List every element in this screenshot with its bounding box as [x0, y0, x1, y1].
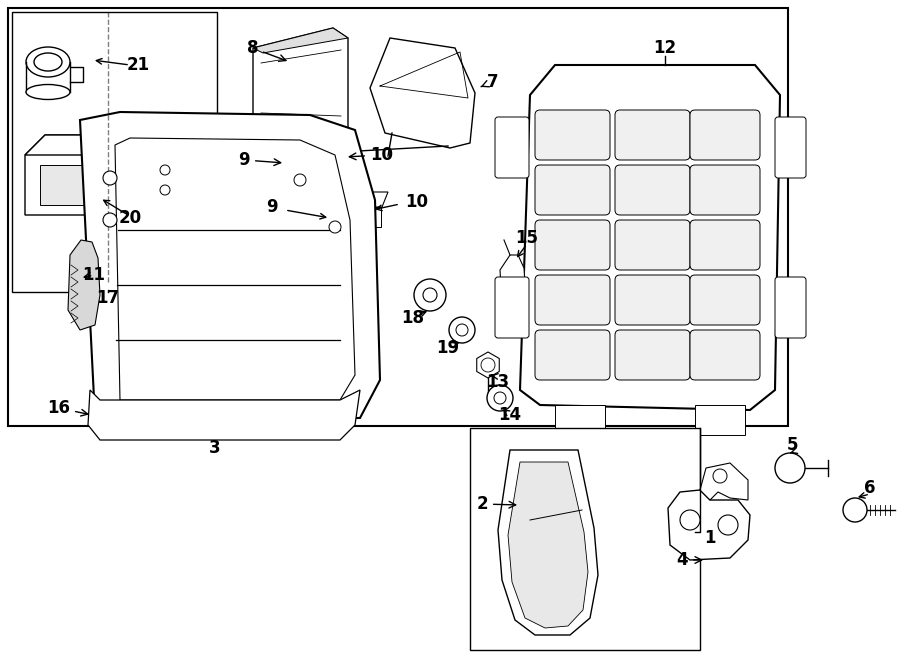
Text: 7: 7	[481, 73, 498, 91]
Text: 15: 15	[516, 229, 538, 247]
Circle shape	[103, 213, 117, 227]
Circle shape	[329, 221, 341, 233]
Circle shape	[680, 510, 700, 530]
Text: 21: 21	[126, 56, 149, 74]
FancyBboxPatch shape	[535, 330, 610, 380]
FancyBboxPatch shape	[535, 275, 610, 325]
Circle shape	[294, 174, 306, 186]
Circle shape	[103, 171, 117, 185]
Text: 9: 9	[238, 151, 281, 169]
Polygon shape	[477, 352, 500, 378]
Circle shape	[481, 358, 495, 372]
Polygon shape	[668, 490, 750, 560]
Text: 3: 3	[209, 439, 220, 457]
Polygon shape	[68, 240, 100, 330]
Polygon shape	[25, 135, 155, 215]
Polygon shape	[520, 65, 780, 410]
FancyBboxPatch shape	[775, 117, 806, 178]
FancyBboxPatch shape	[535, 220, 610, 270]
Circle shape	[414, 279, 446, 311]
Text: 6: 6	[864, 479, 876, 497]
Text: 9: 9	[266, 198, 278, 216]
Polygon shape	[25, 135, 175, 155]
Ellipse shape	[26, 85, 70, 99]
Text: 16: 16	[47, 399, 88, 417]
Polygon shape	[40, 165, 100, 205]
FancyBboxPatch shape	[690, 220, 760, 270]
Polygon shape	[700, 463, 748, 500]
Polygon shape	[370, 38, 475, 148]
Text: 11: 11	[82, 266, 105, 284]
Text: 20: 20	[119, 209, 141, 227]
Polygon shape	[327, 195, 343, 213]
Circle shape	[423, 288, 437, 302]
FancyBboxPatch shape	[535, 165, 610, 215]
Circle shape	[494, 392, 506, 404]
Text: 8: 8	[247, 39, 286, 62]
Circle shape	[713, 469, 727, 483]
FancyBboxPatch shape	[690, 110, 760, 160]
Bar	[12, 12, 217, 292]
Circle shape	[456, 324, 468, 336]
Polygon shape	[253, 28, 348, 53]
Ellipse shape	[26, 47, 70, 77]
Text: 17: 17	[96, 289, 120, 307]
FancyBboxPatch shape	[535, 110, 610, 160]
Polygon shape	[508, 462, 588, 628]
Bar	[470, 428, 700, 650]
Bar	[8, 8, 788, 426]
Polygon shape	[253, 28, 348, 133]
Polygon shape	[338, 148, 358, 163]
Polygon shape	[498, 450, 598, 635]
Circle shape	[487, 385, 513, 411]
FancyBboxPatch shape	[495, 117, 529, 178]
Text: 10: 10	[349, 146, 393, 164]
FancyBboxPatch shape	[690, 165, 760, 215]
FancyBboxPatch shape	[615, 220, 690, 270]
Polygon shape	[555, 405, 605, 435]
FancyBboxPatch shape	[495, 277, 529, 338]
Text: 1: 1	[704, 529, 716, 547]
Polygon shape	[491, 387, 509, 409]
FancyBboxPatch shape	[615, 330, 690, 380]
Circle shape	[718, 515, 738, 535]
Circle shape	[843, 498, 867, 522]
Text: 13: 13	[486, 373, 509, 391]
Circle shape	[160, 185, 170, 195]
Polygon shape	[368, 192, 388, 207]
Circle shape	[775, 453, 805, 483]
Polygon shape	[88, 390, 360, 440]
Text: 19: 19	[436, 339, 460, 357]
Text: 5: 5	[788, 436, 799, 454]
FancyBboxPatch shape	[615, 275, 690, 325]
FancyBboxPatch shape	[775, 277, 806, 338]
Polygon shape	[695, 405, 745, 435]
Polygon shape	[292, 148, 308, 166]
Polygon shape	[80, 112, 380, 418]
Text: 12: 12	[653, 39, 677, 57]
Text: 10: 10	[405, 193, 428, 211]
FancyBboxPatch shape	[690, 330, 760, 380]
Polygon shape	[500, 255, 526, 310]
FancyBboxPatch shape	[690, 275, 760, 325]
Polygon shape	[115, 138, 355, 400]
Circle shape	[160, 165, 170, 175]
Text: 4: 4	[677, 551, 702, 569]
Text: 14: 14	[499, 406, 522, 424]
Ellipse shape	[34, 53, 62, 71]
Text: 18: 18	[401, 309, 425, 327]
FancyBboxPatch shape	[615, 110, 690, 160]
FancyBboxPatch shape	[615, 165, 690, 215]
Polygon shape	[110, 160, 155, 200]
Circle shape	[449, 317, 475, 343]
Text: 2: 2	[476, 495, 516, 513]
